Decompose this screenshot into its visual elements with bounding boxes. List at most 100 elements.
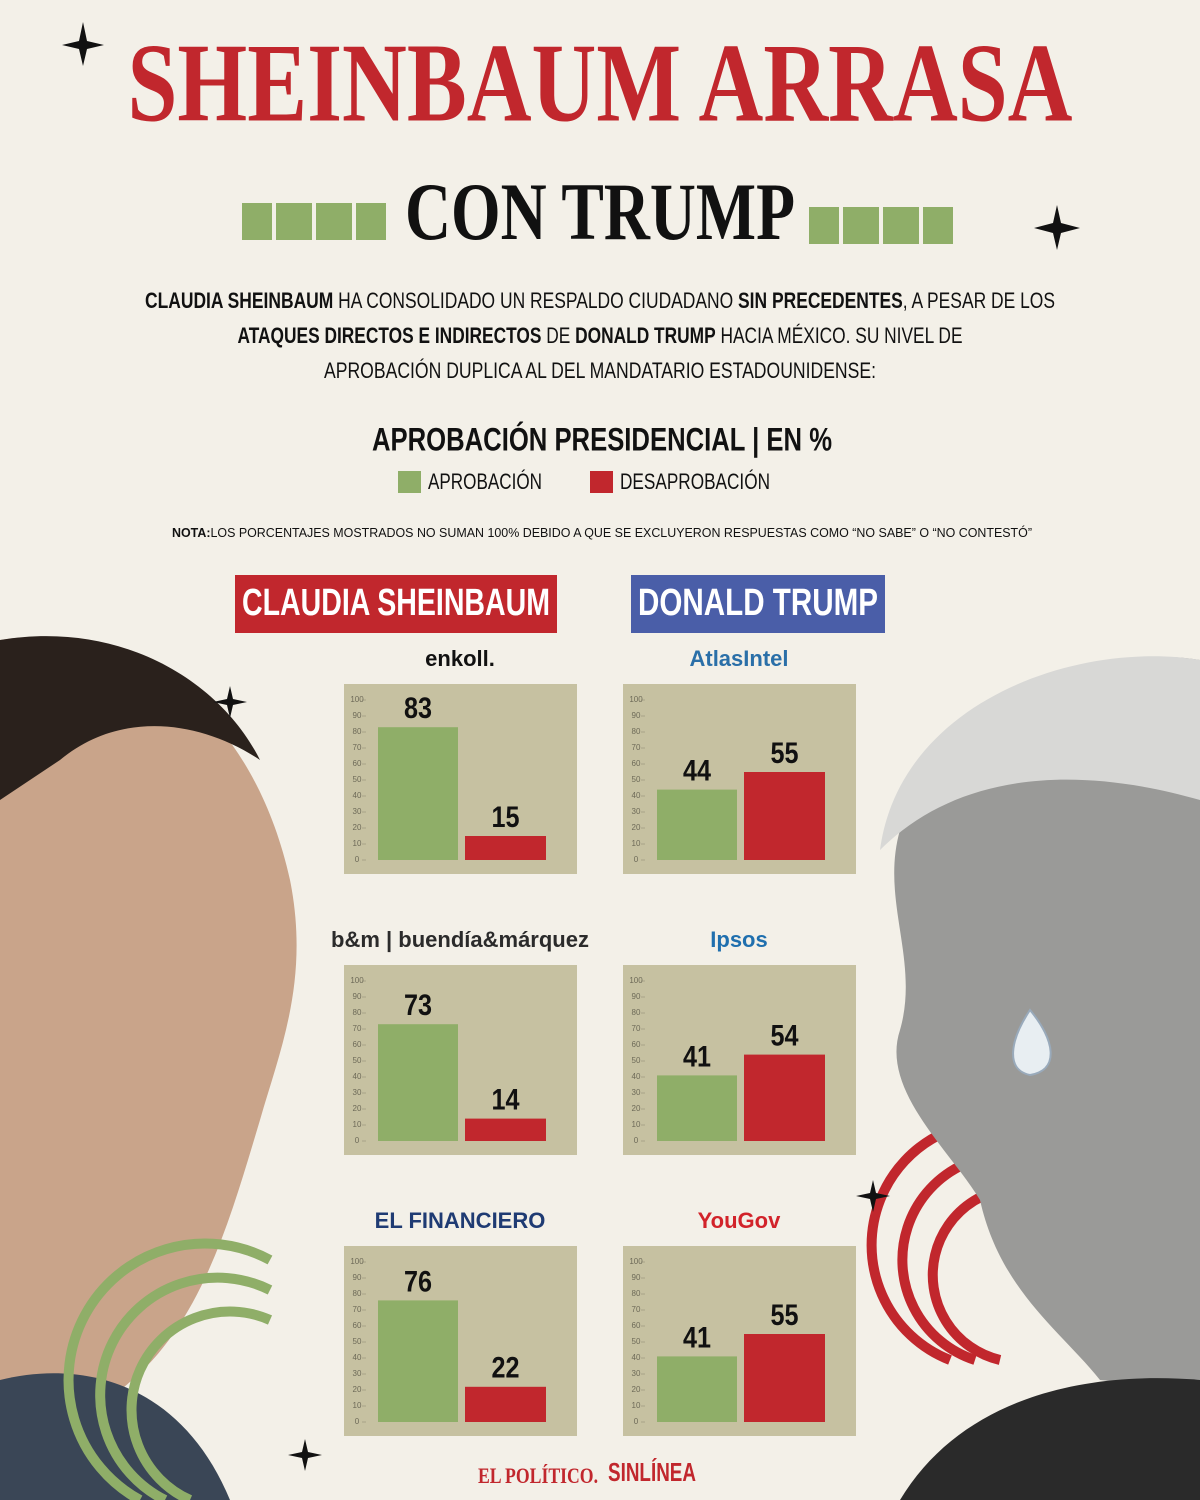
y-tick-label: 0 [634,1136,639,1145]
intro-text: , A PESAR DE LOS [903,288,1055,313]
stars [62,22,1080,1471]
value-label: 55 [771,1299,799,1332]
intro-text: DE [541,323,575,348]
y-tick-label: 10 [632,839,641,848]
intro-line: APROBACIÓN DUPLICA AL DEL MANDATARIO EST… [324,358,876,383]
bar [657,1075,737,1141]
footer-logo: EL POLÍTICO. [478,1463,598,1488]
intro: CLAUDIA SHEINBAUM HA CONSOLIDADO UN RESP… [145,288,1055,383]
y-tick-label: 90 [353,1273,362,1282]
portrait-left [0,636,297,1500]
y-tick-label: 0 [355,1417,360,1426]
y-tick-label: 80 [353,1008,362,1017]
intro-text: APROBACIÓN DUPLICA AL DEL MANDATARIO EST… [324,358,876,383]
panel-label-bg [631,575,885,633]
title: SHEINBAUM ARRASA [128,22,1073,146]
value-label: 83 [404,692,432,725]
y-tick-label: 20 [632,823,641,832]
bar [465,836,546,860]
subtitle-deco [242,203,953,244]
source-logo: Ipsos [710,927,767,952]
y-tick-label: 60 [353,759,362,768]
y-tick-label: 20 [353,823,362,832]
y-tick-label: 60 [632,1321,641,1330]
legend: APROBACIÓN DESAPROBACIÓN [398,469,770,494]
y-tick-label: 30 [353,1369,362,1378]
intro-text: HACIA MÉXICO. SU NIVEL DE [716,323,963,348]
y-tick-label: 90 [632,711,641,720]
y-tick-label: 60 [632,1040,641,1049]
y-tick-label: 70 [632,1305,641,1314]
value-label: 54 [771,1020,799,1053]
y-tick-label: 100 [350,976,364,985]
intro-line: ATAQUES DIRECTOS E INDIRECTOS DE DONALD … [238,323,963,348]
bar [378,1300,458,1422]
source-logo: YouGov [698,1208,781,1233]
bar [378,1024,458,1141]
y-tick-label: 100 [350,1257,364,1266]
y-tick-label: 30 [353,807,362,816]
legend-swatch [590,471,613,493]
legend-swatch [398,471,421,493]
bar [744,1054,825,1141]
value-label: 55 [771,737,799,770]
y-tick-label: 80 [353,1289,362,1298]
y-tick-label: 40 [353,791,362,800]
subtitle: CON TRUMP [405,166,795,257]
y-tick-label: 40 [632,1353,641,1362]
intro-text: HA CONSOLIDADO UN RESPALDO CIUDADANO [333,288,738,313]
y-tick-label: 20 [632,1104,641,1113]
y-tick-label: 0 [355,855,360,864]
intro-line: CLAUDIA SHEINBAUM HA CONSOLIDADO UN RESP… [145,288,1055,313]
bar [465,1386,546,1422]
panels: CLAUDIA SHEINBAUM DONALD TRUMP [235,575,885,633]
y-tick-label: 80 [632,1289,641,1298]
footer-logo: SINLÍNEA [608,1457,696,1487]
y-tick-label: 90 [353,992,362,1001]
y-tick-label: 0 [355,1136,360,1145]
legend-label: DESAPROBACIÓN [620,469,770,494]
y-tick-label: 40 [353,1353,362,1362]
source-logo: enkoll. [425,646,495,671]
y-tick-label: 30 [632,1369,641,1378]
y-tick-label: 80 [632,727,641,736]
panel-label-bg [235,575,557,633]
note: NOTA:LOS PORCENTAJES MOSTRADOS NO SUMAN … [172,525,1032,540]
intro-bold: DONALD TRUMP [575,323,716,348]
y-tick-label: 80 [632,1008,641,1017]
y-tick-label: 70 [632,1024,641,1033]
y-tick-label: 10 [632,1401,641,1410]
note-text: LOS PORCENTAJES MOSTRADOS NO SUMAN 100% … [210,525,1032,540]
bar [378,727,458,860]
y-tick-label: 60 [353,1040,362,1049]
source-logo: AtlasIntel [689,646,788,671]
y-tick-label: 10 [353,1120,362,1129]
y-tick-label: 90 [353,711,362,720]
y-tick-label: 80 [353,727,362,736]
y-tick-label: 10 [632,1120,641,1129]
value-label: 76 [404,1265,432,1298]
y-tick-label: 20 [353,1104,362,1113]
y-tick-label: 50 [353,1337,362,1346]
y-tick-label: 40 [632,791,641,800]
legend-label: APROBACIÓN [428,469,542,494]
y-tick-label: 100 [629,1257,643,1266]
y-tick-label: 30 [632,1088,641,1097]
y-tick-label: 70 [632,743,641,752]
intro-bold: ATAQUES DIRECTOS E INDIRECTOS [238,323,542,348]
y-tick-label: 70 [353,743,362,752]
y-tick-label: 20 [353,1385,362,1394]
intro-bold: CLAUDIA SHEINBAUM [145,288,333,313]
value-label: 22 [492,1352,520,1385]
source-logo: EL FINANCIERO [375,1208,546,1233]
y-tick-label: 10 [353,1401,362,1410]
y-tick-label: 30 [632,807,641,816]
value-label: 41 [683,1321,711,1354]
y-tick-label: 50 [353,1056,362,1065]
stripes-left [63,1238,273,1500]
value-label: 44 [683,755,711,788]
y-tick-label: 50 [632,1337,641,1346]
y-tick-label: 40 [632,1072,641,1081]
intro-bold: SIN PRECEDENTES [738,288,903,313]
